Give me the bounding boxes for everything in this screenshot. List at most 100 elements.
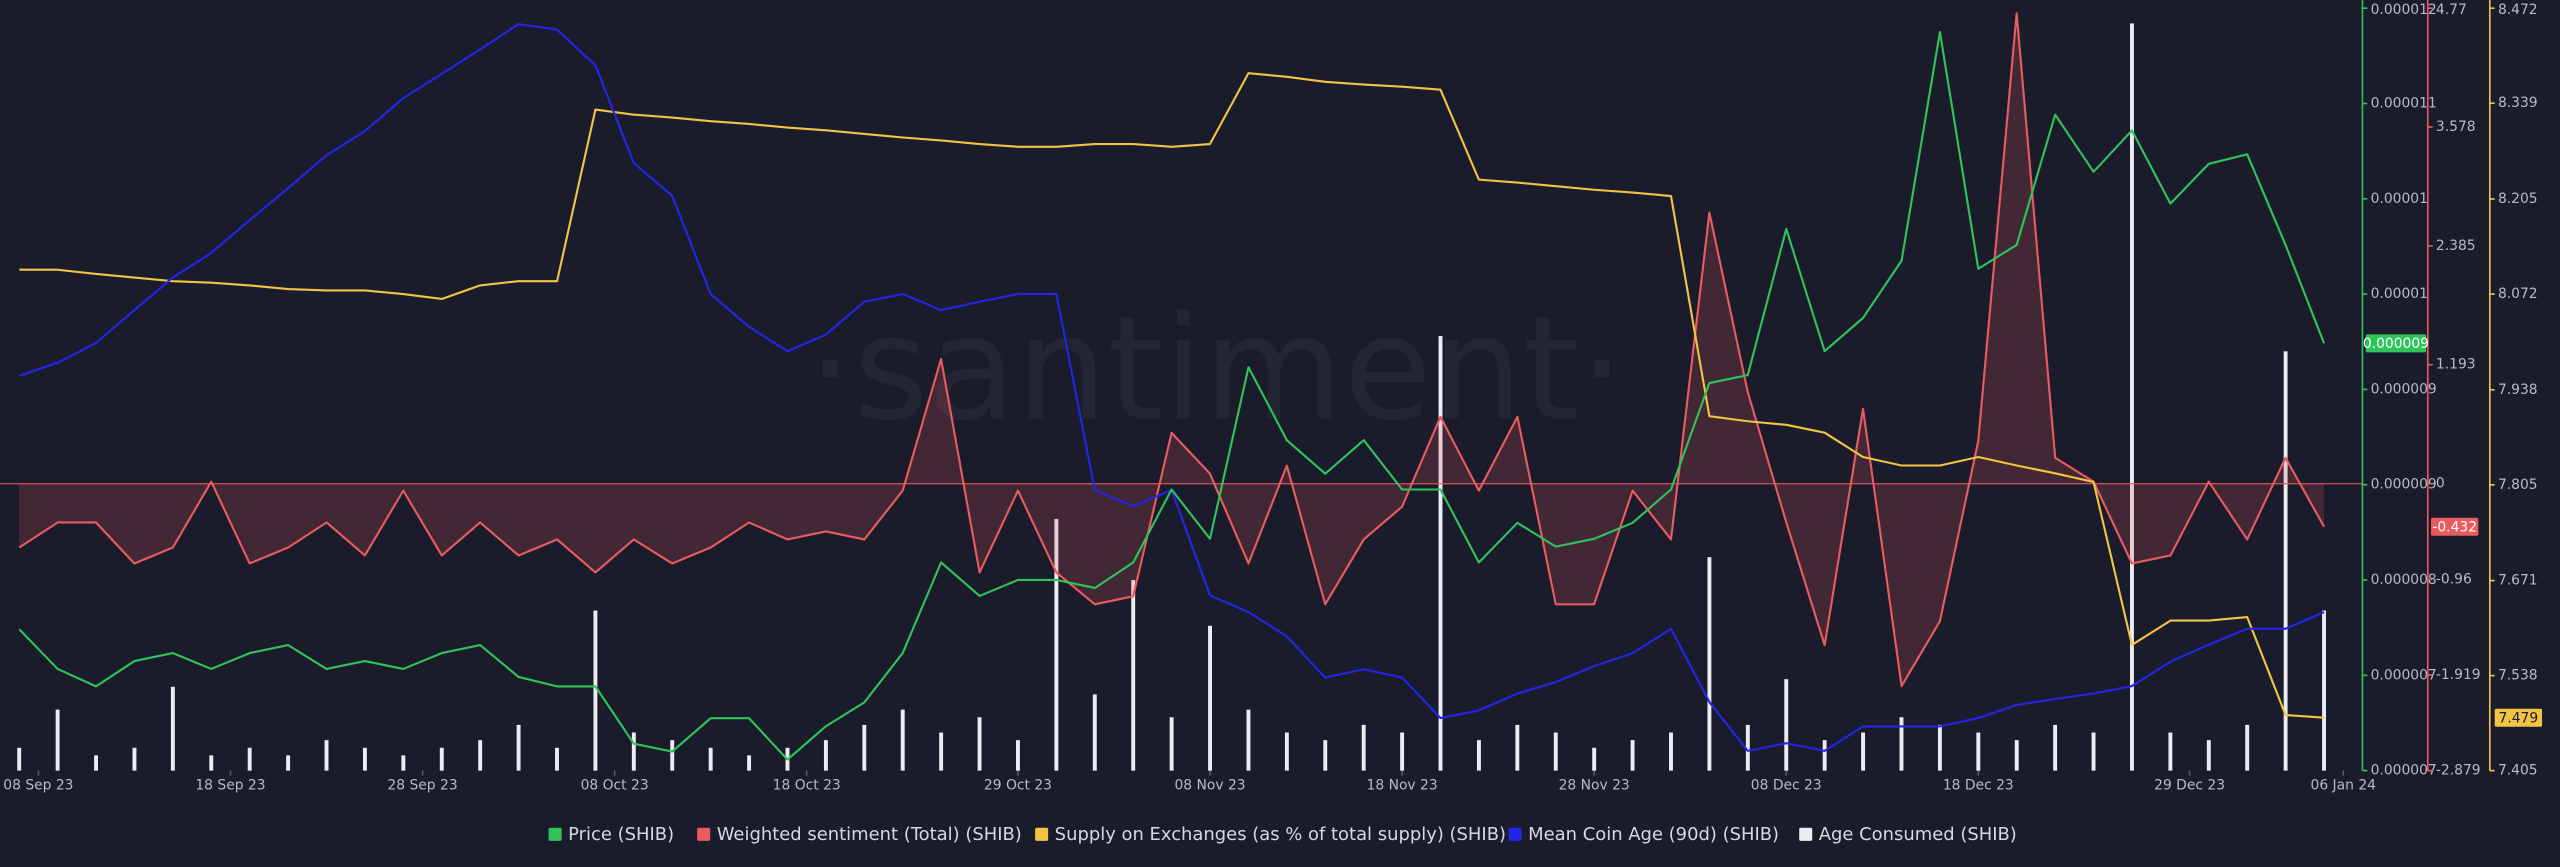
age-bar bbox=[1208, 625, 1212, 771]
legend-item: Mean Coin Age (90d) (SHIB) bbox=[1508, 824, 1779, 845]
age-bar bbox=[1016, 740, 1020, 771]
age-bar bbox=[1630, 740, 1635, 771]
y-tick-label: 0.000008 bbox=[2371, 572, 2437, 588]
age-bar bbox=[1092, 694, 1097, 771]
age-bar bbox=[362, 747, 367, 771]
age-bar bbox=[823, 740, 828, 771]
x-tick-label: 18 Sep 23 bbox=[195, 777, 265, 793]
age-bar bbox=[2168, 732, 2173, 771]
age-bar bbox=[439, 747, 444, 771]
x-tick-label: 08 Sep 23 bbox=[3, 777, 73, 793]
age-bar bbox=[1784, 679, 1789, 771]
age-bar bbox=[401, 755, 406, 771]
age-bar bbox=[1707, 557, 1712, 771]
x-tick-label: 29 Oct 23 bbox=[984, 777, 1052, 793]
age-bar bbox=[324, 740, 329, 771]
last-value-label: -0.432 bbox=[2432, 520, 2477, 536]
age-bar bbox=[593, 610, 598, 771]
legend-swatch bbox=[1035, 827, 1049, 841]
age-bar bbox=[1669, 732, 1673, 771]
series-line bbox=[18, 12, 2326, 688]
age-bar bbox=[1476, 740, 1481, 771]
age-bar bbox=[2322, 610, 2326, 771]
y-tick-label: 8.205 bbox=[2498, 191, 2538, 207]
age-bar bbox=[170, 686, 175, 771]
age-bar bbox=[900, 709, 905, 771]
y-tick-label: 7.938 bbox=[2498, 382, 2538, 398]
y-tick-label: -0.96 bbox=[2436, 571, 2472, 587]
age-bar bbox=[2053, 724, 2058, 771]
legend-swatch bbox=[1799, 827, 1813, 841]
age-bar bbox=[17, 747, 22, 771]
age-bar bbox=[247, 747, 252, 771]
last-value-box bbox=[2431, 517, 2479, 536]
x-tick-label: 29 Dec 23 bbox=[2154, 777, 2225, 793]
x-tick-label: 08 Dec 23 bbox=[1751, 777, 1822, 793]
age-bar bbox=[55, 709, 60, 771]
legend-item: Price (SHIB) bbox=[548, 824, 674, 845]
age-bar bbox=[555, 747, 559, 771]
age-bar bbox=[2014, 740, 2019, 771]
age-bar bbox=[1553, 732, 1558, 771]
age-bar bbox=[1937, 724, 1942, 771]
age-bar bbox=[94, 755, 98, 771]
x-tick-label: 18 Oct 23 bbox=[773, 777, 841, 793]
age-bar bbox=[977, 717, 982, 771]
legend-label: Age Consumed (SHIB) bbox=[1819, 824, 2017, 845]
age-bar bbox=[1976, 732, 1981, 771]
age-bar bbox=[708, 747, 713, 771]
y-tick-label: 0.000007 bbox=[2371, 763, 2437, 779]
legend-swatch bbox=[548, 827, 562, 841]
y-tick-label: 2.385 bbox=[2436, 238, 2476, 254]
age-bar bbox=[2245, 724, 2250, 771]
y-tick-label: 0.000011 bbox=[2371, 96, 2437, 112]
age-bar bbox=[1822, 740, 1827, 771]
age-bar bbox=[747, 755, 752, 771]
x-tick-label: 28 Sep 23 bbox=[387, 777, 457, 793]
x-tick-label: 08 Oct 23 bbox=[581, 777, 649, 793]
x-tick-label: 28 Nov 23 bbox=[1559, 777, 1630, 793]
y-tick-label: 7.538 bbox=[2498, 668, 2538, 684]
age-bar bbox=[1899, 717, 1904, 771]
age-bar bbox=[1515, 724, 1520, 771]
y-tick-label: 7.671 bbox=[2498, 573, 2538, 589]
watermark: ·santiment· bbox=[808, 285, 1625, 452]
x-tick-label: 08 Nov 23 bbox=[1174, 777, 1245, 793]
y-tick-label: -2.879 bbox=[2436, 763, 2481, 779]
series-line bbox=[18, 30, 2326, 761]
y-tick-label: 8.339 bbox=[2498, 95, 2538, 111]
y-tick-label: 0.000009 bbox=[2371, 477, 2437, 493]
legend-item: Supply on Exchanges (as % of total suppl… bbox=[1035, 824, 1506, 845]
y-tick-label: 0.00001 bbox=[2371, 286, 2428, 302]
age-bar bbox=[1246, 709, 1251, 771]
y-tick-label: 7.405 bbox=[2498, 763, 2538, 779]
legend-item: Age Consumed (SHIB) bbox=[1799, 824, 2017, 845]
age-bar bbox=[2130, 23, 2134, 771]
x-tick-label: 18 Dec 23 bbox=[1943, 777, 2014, 793]
series-line bbox=[19, 72, 2325, 719]
age-bar bbox=[1438, 336, 1443, 771]
y-tick-label: 0.000007 bbox=[2371, 667, 2437, 683]
y-tick-label: -1.919 bbox=[2436, 667, 2481, 683]
age-bar bbox=[1361, 724, 1366, 771]
last-value-box bbox=[2365, 334, 2427, 353]
x-tick-label: 18 Nov 23 bbox=[1367, 777, 1438, 793]
y-tick-label: 0 bbox=[2436, 476, 2445, 492]
legend-item: Weighted sentiment (Total) (SHIB) bbox=[697, 824, 1022, 845]
last-value-label: 7.479 bbox=[2499, 711, 2539, 727]
age-bar bbox=[1169, 717, 1174, 771]
age-bar bbox=[1861, 732, 1866, 771]
age-bar bbox=[132, 747, 137, 771]
last-value-box bbox=[2494, 708, 2543, 727]
age-bar bbox=[1592, 747, 1597, 771]
legend-swatch bbox=[1508, 827, 1522, 841]
y-tick-label: 7.805 bbox=[2498, 477, 2538, 493]
age-bar bbox=[286, 755, 291, 771]
y-tick-label: 3.578 bbox=[2436, 119, 2476, 135]
legend-label: Mean Coin Age (90d) (SHIB) bbox=[1528, 824, 1779, 845]
y-tick-label: 0.000009 bbox=[2371, 381, 2437, 397]
age-bar bbox=[516, 724, 521, 771]
legend-swatch bbox=[697, 827, 711, 841]
